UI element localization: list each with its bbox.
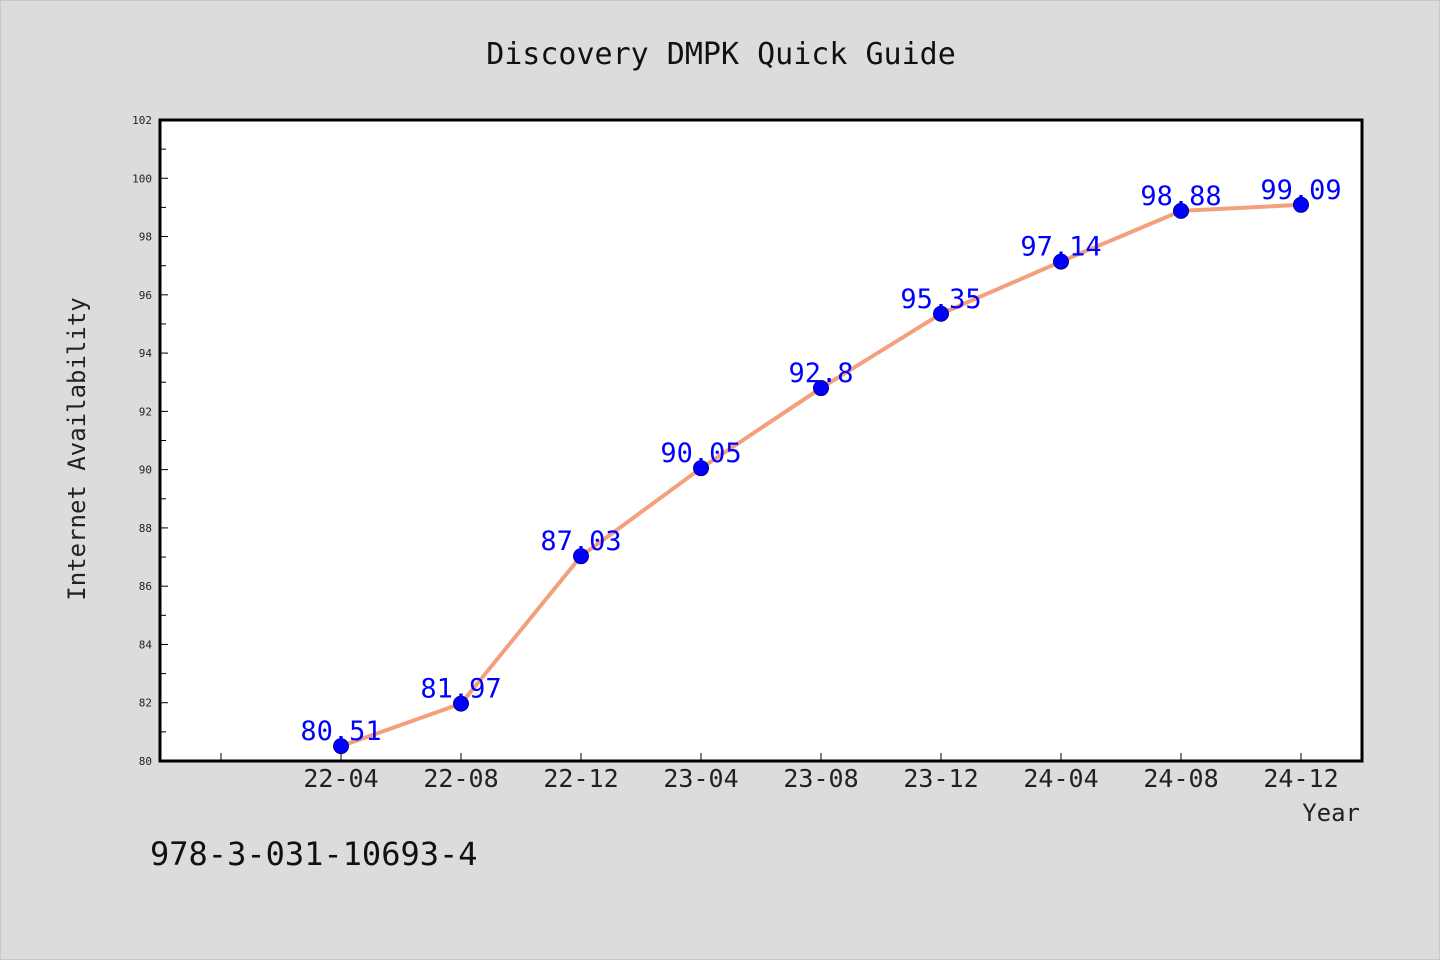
data-label: 98.88: [1140, 181, 1221, 212]
y-tick-label: 94: [139, 347, 153, 360]
data-point: [453, 695, 469, 712]
y-axis-label: Internet Availability: [63, 297, 91, 600]
y-tick-label: 92: [139, 405, 152, 418]
x-tick-label: 23-08: [783, 764, 858, 793]
y-tick-label: 102: [132, 114, 152, 127]
data-label: 87.03: [540, 526, 621, 557]
data-point: [1293, 196, 1309, 213]
data-point: [933, 305, 949, 322]
x-axis-label: Year: [1302, 799, 1360, 827]
data-label: 95.35: [900, 284, 981, 315]
y-tick-label: 82: [139, 697, 152, 710]
y-tick-label: 84: [139, 638, 153, 651]
data-point: [1173, 202, 1189, 219]
data-label: 81.97: [420, 674, 501, 705]
data-point: [573, 548, 589, 565]
plot-area: [158, 118, 1364, 763]
x-axis-ticks: 22-04 22-08 22-12 23-04 23-08 23-12 24-04 24-08…: [220, 753, 1339, 793]
data-label: 92.8: [788, 358, 853, 389]
x-tick-label: 22-08: [423, 764, 498, 793]
data-points-group: [333, 196, 1309, 755]
y-tick-label: 80: [139, 755, 152, 768]
data-point: [693, 460, 709, 477]
data-label: 97.14: [1020, 232, 1101, 263]
data-label: 99.09: [1260, 175, 1341, 206]
x-tick-label: 24-04: [1023, 764, 1098, 793]
y-axis-ticks: 80 82 84 86 88 90 92 94 96 98 100 102: [132, 114, 168, 768]
chart-title: Discovery DMPK Quick Guide: [486, 37, 956, 72]
data-label: 80.51: [300, 716, 381, 747]
data-labels-group: 80.51 81.97 87.03 90.05 92.8 95.35 97.14 98.88 9…: [300, 175, 1341, 747]
x-tick-label: 24-08: [1143, 764, 1218, 793]
x-tick-label: 23-04: [663, 764, 738, 793]
isbn-note: 978-3-031-10693-4: [150, 835, 478, 873]
y-tick-label: 96: [139, 289, 152, 302]
y-tick-label: 98: [139, 231, 152, 244]
x-tick-label: 22-04: [303, 764, 378, 793]
y-tick-label: 100: [132, 172, 152, 185]
data-point: [1053, 253, 1069, 270]
x-tick-label: 24-12: [1263, 764, 1338, 793]
x-tick-label: 23-12: [903, 764, 978, 793]
y-tick-label: 90: [139, 464, 152, 477]
x-tick-label: 22-12: [543, 764, 618, 793]
data-label: 90.05: [660, 438, 741, 469]
data-point: [333, 738, 349, 755]
y-tick-label: 86: [139, 580, 152, 593]
data-point: [813, 380, 829, 397]
y-tick-label: 88: [139, 522, 152, 535]
